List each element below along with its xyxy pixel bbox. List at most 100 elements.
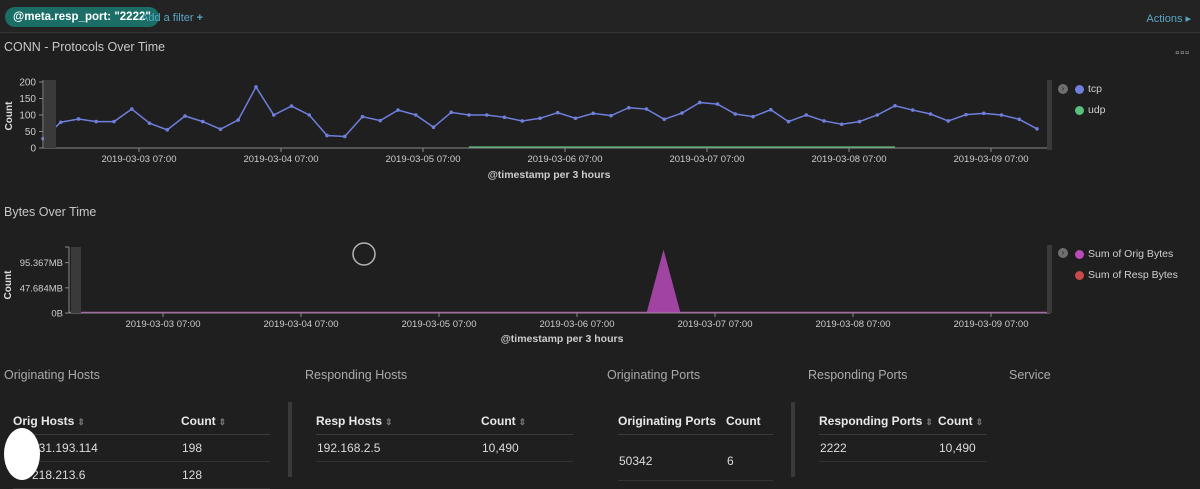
sort-icon[interactable]: ⇕ — [518, 417, 527, 427]
data-point[interactable] — [839, 122, 844, 127]
brush-handle[interactable] — [71, 247, 81, 313]
brush-handle[interactable] — [44, 80, 56, 148]
data-point[interactable] — [822, 119, 826, 123]
data-point[interactable] — [715, 102, 720, 106]
actions-link[interactable]: Actions ▸ — [1146, 12, 1191, 25]
table-row[interactable]: 50342 6 — [618, 434, 773, 481]
column-header-orig-hosts[interactable]: Orig Hosts ⇕ — [13, 408, 181, 435]
data-point[interactable] — [183, 114, 187, 118]
data-point[interactable] — [271, 113, 276, 117]
table-cell: 10,490 — [481, 434, 573, 462]
data-point[interactable] — [484, 113, 489, 117]
data-point[interactable] — [555, 110, 560, 115]
sort-icon[interactable]: ⇕ — [218, 417, 227, 427]
legend-item-tcp[interactable]: tcp — [1075, 83, 1102, 95]
column-header-resp-ports[interactable]: Responding Ports ⇕ — [819, 408, 938, 435]
data-point[interactable] — [342, 134, 347, 139]
data-point[interactable] — [609, 113, 613, 118]
data-point[interactable] — [768, 107, 773, 112]
data-point[interactable] — [644, 107, 649, 111]
data-point[interactable] — [1035, 127, 1039, 131]
filter-pill[interactable]: @meta.resp_port: "2222" — [5, 7, 159, 27]
legend-item-udp[interactable]: udp — [1075, 104, 1106, 116]
table-row[interactable]: 2222 10,490 — [819, 434, 987, 462]
area-spike-orig-bytes[interactable] — [646, 249, 681, 313]
table-row[interactable]: 218.213.6 128 — [13, 461, 270, 489]
data-point[interactable] — [626, 105, 631, 110]
data-point[interactable] — [751, 114, 755, 119]
add-filter-link[interactable]: Add a filter + — [141, 12, 203, 24]
data-point[interactable] — [697, 100, 702, 105]
cursor-ring — [352, 242, 376, 266]
data-point[interactable] — [165, 128, 170, 132]
data-point[interactable] — [413, 113, 418, 117]
data-point[interactable] — [910, 108, 915, 112]
column-header-resp-hosts[interactable]: Resp Hosts ⇕ — [316, 408, 481, 435]
data-point[interactable] — [1017, 117, 1022, 122]
data-point[interactable] — [147, 121, 152, 126]
sort-icon[interactable]: ⇕ — [385, 417, 393, 427]
column-header-count[interactable]: Count ⇕ — [481, 408, 573, 435]
data-point[interactable] — [129, 107, 134, 111]
data-point[interactable] — [76, 117, 81, 121]
data-point[interactable] — [928, 112, 933, 116]
plus-icon: + — [196, 12, 204, 24]
data-point[interactable] — [431, 125, 436, 130]
column-header-orig-ports[interactable]: Originating Ports — [618, 408, 726, 435]
data-point[interactable] — [502, 115, 507, 120]
sort-icon[interactable]: ⇕ — [975, 417, 984, 427]
table-cell: 192.168.2.5 — [316, 434, 481, 462]
data-point[interactable] — [857, 119, 862, 124]
data-point[interactable] — [112, 119, 116, 124]
data-point[interactable] — [875, 113, 880, 117]
data-point[interactable] — [573, 116, 578, 121]
legend-scrollbar[interactable] — [1047, 80, 1052, 150]
data-point[interactable] — [538, 116, 542, 121]
legend-scrollbar[interactable] — [1047, 245, 1052, 313]
data-point[interactable] — [893, 103, 897, 108]
column-header-count[interactable]: Count ⇕ — [181, 408, 270, 435]
data-point[interactable] — [325, 133, 329, 138]
data-point[interactable] — [307, 113, 312, 117]
data-point[interactable] — [254, 85, 258, 89]
data-point[interactable] — [804, 113, 809, 117]
panel-scrollbar[interactable] — [791, 402, 795, 477]
data-point[interactable] — [591, 111, 596, 116]
data-point[interactable] — [289, 104, 294, 108]
data-point[interactable] — [94, 119, 99, 124]
data-point[interactable] — [467, 113, 471, 117]
data-point[interactable] — [999, 113, 1004, 117]
data-point[interactable] — [378, 118, 383, 123]
table-row[interactable]: 231.193.114 198 — [13, 434, 270, 462]
legend-item-orig-bytes[interactable]: Sum of Orig Bytes — [1075, 248, 1173, 260]
data-point[interactable] — [680, 111, 684, 115]
data-point[interactable] — [946, 119, 951, 123]
data-point[interactable] — [981, 111, 986, 116]
legend-toggle-icon[interactable]: › — [1058, 248, 1068, 258]
sort-icon[interactable]: ⇕ — [77, 417, 85, 427]
data-point[interactable] — [218, 127, 223, 131]
panel-options-icon[interactable]: ▫▫▫ — [1175, 47, 1190, 59]
table-row[interactable]: 192.168.2.5 10,490 — [316, 434, 573, 462]
data-point[interactable] — [449, 110, 454, 115]
table-cell: 231.193.114 — [13, 434, 181, 462]
legend-label-orig-bytes: Sum of Orig Bytes — [1088, 248, 1174, 260]
data-point[interactable] — [58, 120, 63, 125]
table-header-row: Resp Hosts ⇕ Count ⇕ — [316, 408, 573, 435]
legend-item-resp-bytes[interactable]: Sum of Resp Bytes — [1075, 269, 1178, 281]
data-point[interactable] — [360, 114, 365, 119]
column-header-count[interactable]: Count — [726, 408, 773, 435]
data-point[interactable] — [733, 112, 738, 116]
legend-toggle-icon[interactable]: › — [1058, 84, 1068, 94]
panel-scrollbar[interactable] — [288, 402, 292, 477]
data-point[interactable] — [786, 119, 791, 124]
data-point[interactable] — [520, 119, 525, 123]
data-point[interactable] — [396, 108, 400, 112]
data-point[interactable] — [200, 119, 205, 124]
data-point[interactable] — [662, 117, 667, 122]
data-point[interactable] — [236, 118, 241, 122]
data-point[interactable] — [964, 112, 968, 117]
sort-icon[interactable]: ⇕ — [925, 417, 933, 427]
column-header-count[interactable]: Count ⇕ — [938, 408, 987, 435]
resp-ports-table: Responding Ports ⇕ Count ⇕ 2222 10,490 — [819, 408, 987, 462]
